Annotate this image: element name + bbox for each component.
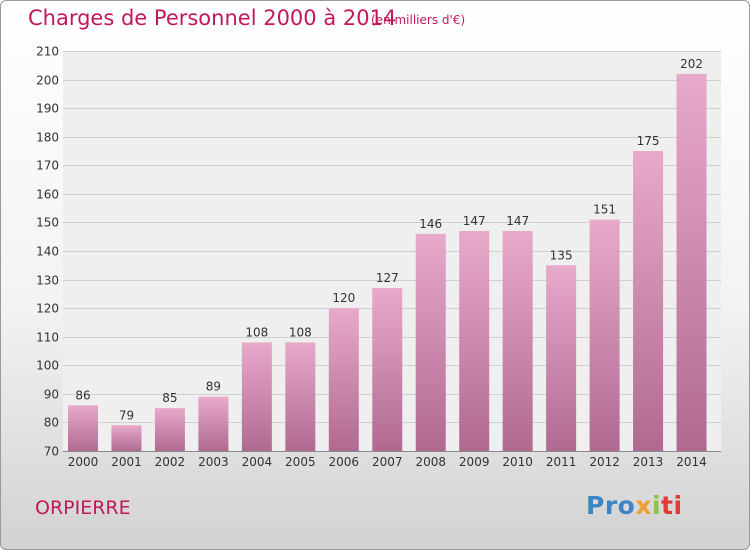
bar [328,308,359,451]
y-tick-label: 190 [36,102,59,116]
bar-value-label: 127 [376,271,399,285]
bar-value-label: 147 [506,214,529,228]
bar [415,233,446,451]
x-tick-label: 2001 [111,455,142,469]
bar-value-label: 175 [637,134,660,148]
bar-value-label: 202 [680,57,703,71]
bar-value-label: 89 [206,380,221,394]
y-tick-label: 90 [44,388,59,402]
y-tick-label: 100 [36,359,59,373]
bar [241,342,272,451]
y-axis-ticks: 70 80 90 100 110 120 130 140 150 160 170 180 190 200 2… [36,45,59,459]
bar [502,231,533,451]
commune-name: ORPIERRE [35,497,131,519]
bar [154,408,185,451]
bar-value-label: 151 [593,203,616,217]
chart-title: Charges de Personnel 2000 à 2014 [28,6,397,30]
bar-value-label: 79 [119,408,134,422]
x-tick-label: 2009 [459,455,490,469]
x-tick-label: 2006 [329,455,360,469]
bar-value-label: 85 [162,391,177,405]
x-tick-label: 2011 [546,455,577,469]
bar [111,425,142,451]
bar [68,405,98,451]
data-labels: 86 79 85 89 108 108 120 127 146 147 147 135 151 175 20… [75,57,703,422]
bar [198,396,229,451]
x-tick-label: 2008 [415,455,446,469]
y-tick-label: 110 [36,331,59,345]
bar [546,265,577,451]
y-tick-label: 160 [36,188,59,202]
x-tick-label: 2004 [242,455,273,469]
bar-value-label: 135 [550,248,573,262]
y-tick-label: 80 [44,416,59,430]
bar-value-label: 86 [75,388,90,402]
x-tick-label: 2005 [285,455,316,469]
proxiti-logo: Proxiti [586,491,683,520]
chart-subtitle: (en milliers d'€) [371,13,466,27]
y-tick-label: 140 [36,245,59,259]
bar [589,219,620,451]
bar-value-label: 147 [463,214,486,228]
bar-value-label: 146 [419,217,442,231]
y-tick-label: 70 [44,445,59,459]
y-tick-label: 130 [36,274,59,288]
x-tick-label: 2010 [502,455,533,469]
x-tick-label: 2012 [589,455,620,469]
x-tick-label: 2003 [198,455,229,469]
bar [459,231,490,451]
bar-value-label: 120 [332,291,355,305]
bar [633,151,664,451]
bars [68,73,707,451]
y-tick-label: 210 [36,45,59,59]
x-tick-label: 2013 [633,455,664,469]
bar [676,73,707,451]
x-tick-label: 2000 [68,455,99,469]
x-tick-label: 2014 [676,455,707,469]
x-axis-ticks: 2000 2001 2002 2003 2004 2005 2006 2007 2008 2009… [68,455,707,469]
bar [285,342,316,451]
y-tick-label: 180 [36,131,59,145]
x-tick-label: 2007 [372,455,403,469]
bar-value-label: 108 [289,325,312,339]
bar-value-label: 108 [245,325,268,339]
y-tick-label: 150 [36,216,59,230]
y-tick-label: 200 [36,74,59,88]
bar [372,288,403,451]
x-tick-label: 2002 [155,455,186,469]
y-tick-label: 170 [36,159,59,173]
y-tick-label: 120 [36,302,59,316]
